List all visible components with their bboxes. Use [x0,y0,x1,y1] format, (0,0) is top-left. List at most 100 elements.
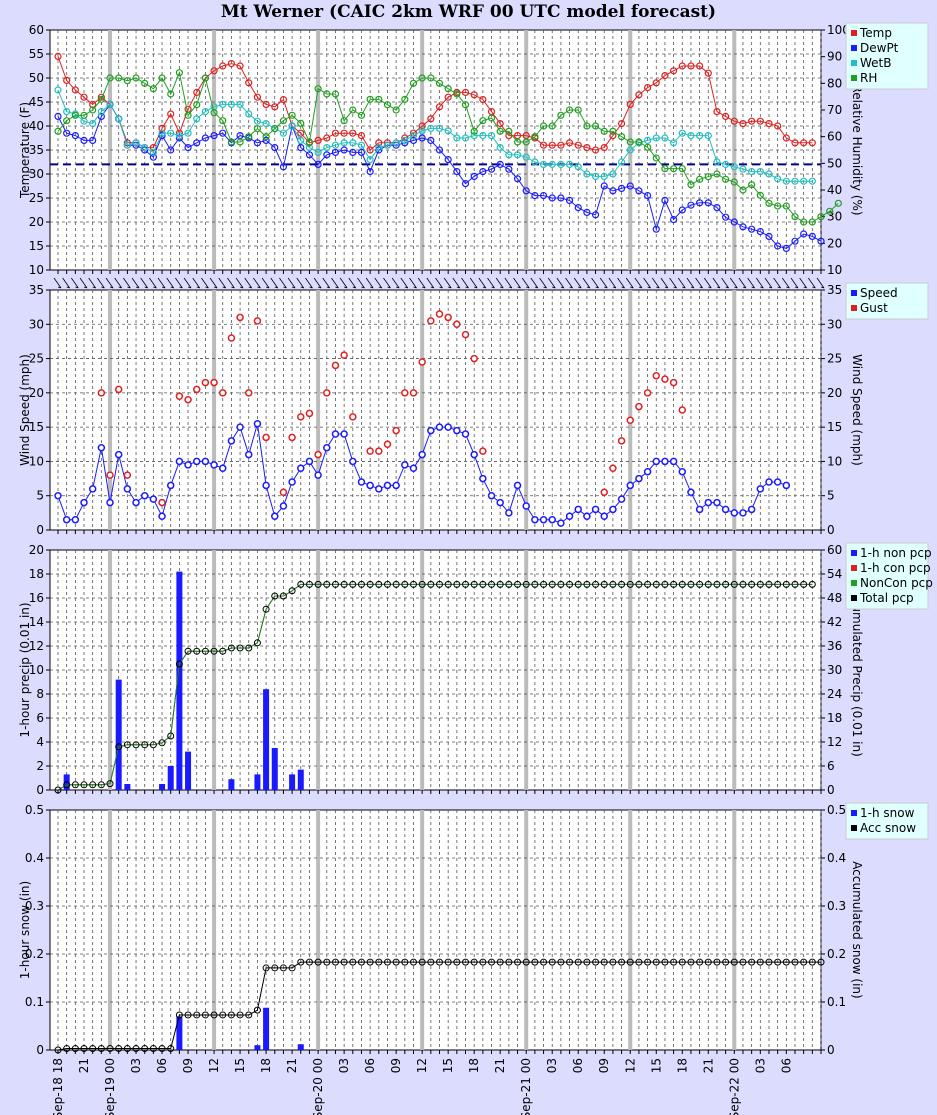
point-dewpt [626,182,634,190]
point-wetb [375,144,383,152]
point-rh [748,181,756,189]
wind-direction-arrow [495,277,504,289]
wind-direction-arrow [617,277,625,289]
point-acc-snow [436,958,443,966]
point-dewpt [600,182,608,190]
point-acc-snow [427,958,435,966]
precip-bar [176,571,183,790]
point-speed [418,450,426,459]
point-rh [617,133,626,141]
ytick-label-left: 25 [29,352,44,366]
point-speed [444,423,452,431]
point-total-pcp [210,647,218,655]
wind-direction-arrow [808,277,816,289]
point-acc-snow [80,1045,88,1053]
point-rh [323,90,331,98]
wind-direction-arrow [608,277,617,289]
point-dewpt [591,211,600,219]
point-speed [730,509,739,517]
point-temp [479,95,487,104]
point-speed [600,512,608,521]
point-gust [366,447,374,455]
point-rh [765,199,773,207]
legend-swatch [851,75,857,81]
ytick-label-right: 90 [827,50,842,64]
ytick-label-right: 0.1 [827,995,846,1009]
point-acc-snow [106,1045,114,1053]
point-temp [435,103,444,111]
wind-direction-arrow [781,277,790,289]
ytick-label-right: 35 [827,283,842,297]
point-total-pcp [175,660,183,668]
point-gust [392,426,400,435]
point-dewpt [722,213,730,221]
point-dewpt [617,184,626,192]
point-wetb [609,170,617,178]
wind-direction-arrow [383,277,391,289]
ytick-label-right: 50 [827,156,842,170]
point-speed [782,481,791,490]
point-acc-snow [340,958,348,966]
point-dewpt [366,168,374,176]
y-axis-label-right: Relative Humidity (%) [850,84,864,215]
x-tick-label: 06 [363,1058,377,1073]
point-temp [739,119,747,128]
point-dewpt [314,160,322,168]
ytick-label-left: 15 [29,420,44,434]
point-speed [227,437,236,445]
point-dewpt [748,225,756,233]
point-gust [617,437,626,445]
ytick-label-right: 0 [827,523,835,537]
point-speed [123,485,132,493]
wind-direction-arrow [391,277,400,289]
point-acc-snow [522,958,530,966]
point-wetb [366,156,374,164]
wind-direction-arrow [79,277,88,289]
ytick-label-right: 70 [827,103,842,117]
point-wetb [670,139,678,147]
point-temp [245,79,253,87]
point-acc-snow [366,958,374,966]
point-total-pcp [522,580,530,588]
point-dewpt [305,151,314,159]
x-tick-label: 03 [545,1058,559,1073]
point-acc-snow [357,958,365,966]
point-rh [227,138,236,146]
point-acc-snow [626,958,634,966]
ytick-label-left: 14 [29,615,44,629]
point-rh [141,79,149,87]
point-wetb [461,134,470,142]
point-temp [54,52,62,61]
ytick-label-left: 0.5 [25,803,44,817]
point-dewpt [496,160,504,168]
point-acc-snow [149,1045,157,1053]
wind-direction-arrow [461,277,469,289]
wind-direction-arrow [487,277,495,289]
legend-swatch [851,60,857,66]
ytick-label-right: 0.2 [827,947,846,961]
point-rh [409,79,418,87]
point-wetb [314,148,322,156]
point-rh [236,138,244,146]
ytick-label-left: 45 [29,95,44,109]
point-acc-snow [730,958,738,966]
wind-direction-arrow [556,277,565,289]
point-temp [617,119,626,128]
wind-direction-arrow [539,277,547,289]
point-acc-snow [557,958,565,966]
wind-direction-arrow [695,277,703,289]
wind-direction-arrow [253,277,261,289]
ytick-label-right: 36 [827,639,842,653]
point-rh [418,74,426,82]
point-speed [626,481,634,490]
point-wetb [115,115,123,123]
point-temp [167,110,175,118]
point-total-pcp [141,741,149,749]
point-total-pcp [739,580,747,588]
point-dewpt [427,136,435,144]
point-rh [401,95,409,103]
point-acc-snow [566,958,574,966]
point-wetb [401,136,409,144]
wind-direction-arrow [469,277,478,289]
point-total-pcp [167,732,175,740]
